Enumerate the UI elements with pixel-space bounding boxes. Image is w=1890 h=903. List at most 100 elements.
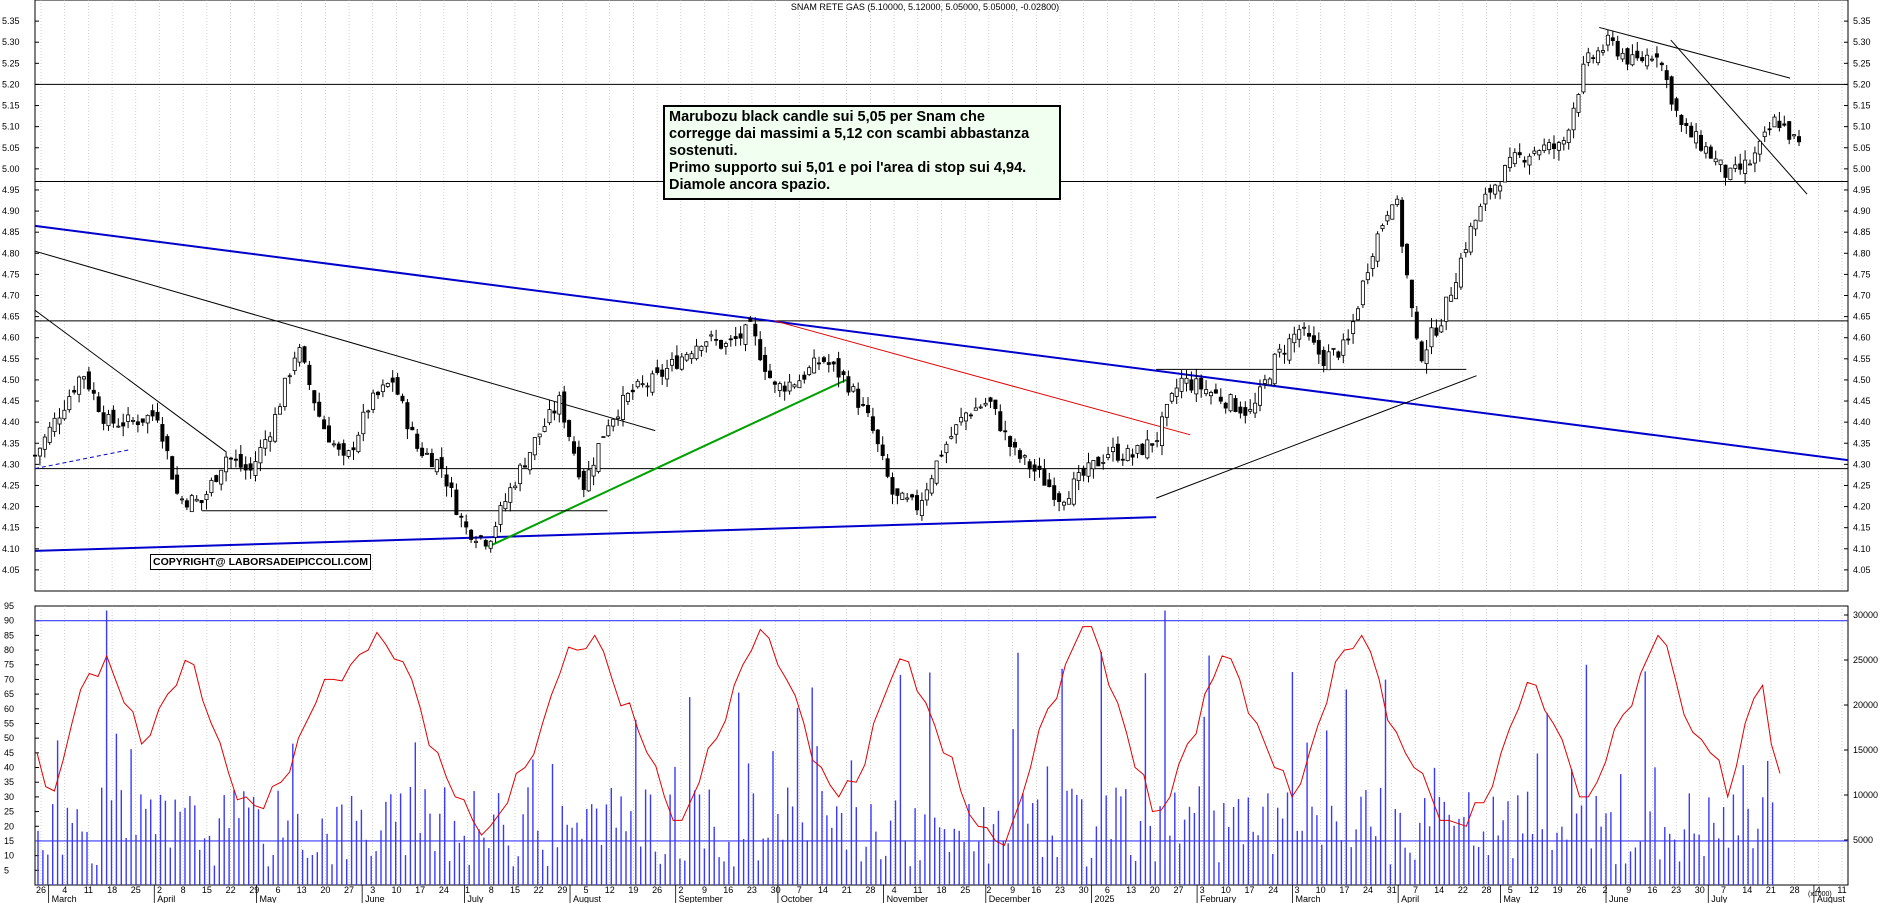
rsi-tick-label: 10 <box>4 851 14 861</box>
x-month-label: August <box>1817 894 1846 903</box>
x-day-tick-label: 9 <box>1626 885 1631 895</box>
candle-body <box>910 494 915 498</box>
candle-body <box>1125 448 1130 462</box>
x-day-tick-label: 22 <box>534 885 544 895</box>
candle-body <box>410 426 415 431</box>
candle-body <box>1434 327 1439 336</box>
candle-body <box>1321 349 1326 366</box>
candle-body <box>1689 125 1694 138</box>
candle-body <box>380 384 385 393</box>
candle-body <box>1556 142 1561 151</box>
x-day-tick-label: 2 <box>678 885 683 895</box>
candle-body <box>1238 406 1243 414</box>
y-tick-label-left: 4.70 <box>2 291 20 301</box>
candle-body <box>812 357 817 374</box>
candle-body <box>1640 57 1645 62</box>
annotation-line: Diamole ancora spazio. <box>669 177 831 193</box>
candle-body <box>591 464 596 477</box>
rsi-tick-label: 90 <box>4 616 14 626</box>
y-tick-label-right: 4.65 <box>1853 312 1871 322</box>
candle-body <box>356 434 361 453</box>
x-day-tick-label: 18 <box>936 885 946 895</box>
candle-body <box>1174 387 1179 397</box>
candle-body <box>621 394 626 420</box>
x-day-tick-label: 23 <box>747 885 757 895</box>
y-tick-label-right: 4.20 <box>1853 502 1871 512</box>
candle-body <box>292 357 297 371</box>
candle-body <box>1713 158 1718 163</box>
candle-body <box>532 437 537 456</box>
candle-body <box>880 444 885 457</box>
blue-support-line <box>34 516 1157 552</box>
volume-tick-label: 25000 <box>1853 655 1878 665</box>
candle-body <box>1449 294 1454 302</box>
candle-body <box>1659 62 1664 66</box>
candle-body <box>777 383 782 391</box>
candle-body <box>527 452 532 471</box>
x-day-tick-label: 11 <box>913 885 922 895</box>
candle-body <box>905 497 910 500</box>
annotation-line: Marubozu black candle sui 5,05 per Snam … <box>669 109 985 125</box>
candle-body <box>1218 396 1223 402</box>
y-tick-label-left: 4.10 <box>2 544 20 554</box>
x-day-tick-label: 5 <box>1508 885 1513 895</box>
y-tick-label-right: 4.80 <box>1853 248 1871 258</box>
rsi-tick-label: 60 <box>4 704 14 714</box>
candle-body <box>111 409 116 424</box>
candle-body <box>625 393 630 402</box>
x-month-label: May <box>1503 894 1521 903</box>
x-day-tick-label: 17 <box>1339 885 1349 895</box>
x-day-tick-label: 23 <box>1671 885 1681 895</box>
x-day-tick-label: 28 <box>865 885 875 895</box>
candle-body <box>243 464 248 471</box>
candle-body <box>312 390 317 404</box>
candle-body <box>1096 456 1101 467</box>
candle-body <box>1390 204 1395 220</box>
candle-body <box>1537 150 1542 156</box>
x-month-label: June <box>365 894 385 903</box>
candle-body <box>900 492 905 500</box>
x-month-label: July <box>467 894 484 903</box>
x-day-tick-label: 8 <box>489 885 494 895</box>
candle-body <box>361 411 366 435</box>
y-tick-label-left: 4.30 <box>2 459 20 469</box>
y-tick-label-left: 4.20 <box>2 502 20 512</box>
candle-body <box>1292 333 1297 344</box>
candle-body <box>924 489 929 501</box>
candle-body <box>1189 379 1194 391</box>
candle-body <box>748 318 753 322</box>
candle-body <box>1463 249 1468 254</box>
candle-body <box>1160 416 1165 447</box>
candle-body <box>424 452 429 455</box>
candle-body <box>665 367 670 380</box>
candle-body <box>567 420 572 437</box>
candle-body <box>52 417 57 432</box>
candle-body <box>253 461 258 476</box>
candle-body <box>1076 472 1081 482</box>
candle-body <box>1738 163 1743 170</box>
candle-body <box>1194 378 1199 395</box>
candle-body <box>1155 440 1160 443</box>
candle-body <box>797 380 802 389</box>
candle-body <box>988 397 993 402</box>
candle-body <box>1679 114 1684 125</box>
candle-body <box>650 373 655 393</box>
candle-body <box>537 433 542 438</box>
candle-body <box>596 443 601 472</box>
red-downtrend-line <box>774 320 1191 436</box>
candle-body <box>1708 146 1713 159</box>
candle-body <box>1164 403 1169 418</box>
candle-body <box>155 411 160 421</box>
candle-body <box>728 338 733 341</box>
candle-body <box>1307 333 1312 337</box>
candle-body <box>326 425 331 443</box>
candle-body <box>1380 225 1385 230</box>
green-uptrend-line <box>487 379 847 548</box>
candle-body <box>870 416 875 431</box>
candle-body <box>1757 140 1762 155</box>
candle-body <box>1527 155 1532 166</box>
candle-body <box>1728 167 1733 181</box>
candle-body <box>704 341 709 347</box>
candle-body <box>1297 329 1302 340</box>
